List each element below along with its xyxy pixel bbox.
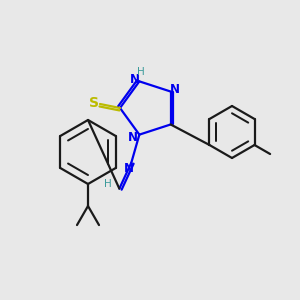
Text: S: S (89, 96, 99, 110)
Text: N: N (130, 73, 140, 86)
Text: H: H (137, 68, 145, 77)
Text: H: H (104, 178, 112, 189)
Text: N: N (124, 162, 134, 175)
Text: N: N (170, 83, 180, 96)
Text: N: N (128, 131, 138, 144)
